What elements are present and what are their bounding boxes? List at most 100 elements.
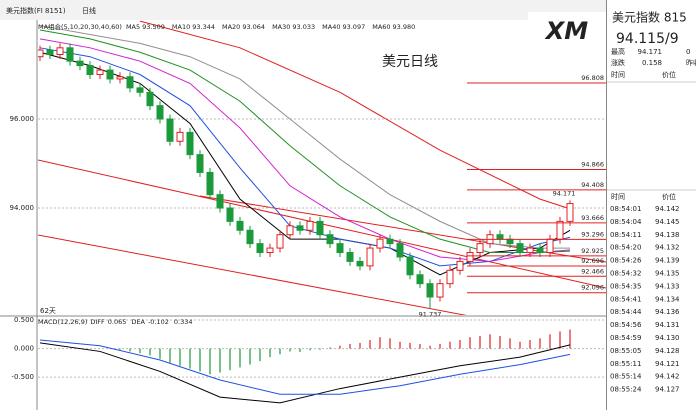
candle-body (216, 194, 224, 209)
legend-entry: MA40 (322, 23, 340, 31)
candle-body (556, 220, 564, 240)
legend-entry: MA30 (272, 23, 290, 31)
legend-entry: 0.334 (174, 318, 193, 326)
macd-line (39, 342, 571, 404)
logo-box (528, 12, 606, 50)
legend-entry: 93.509 (142, 23, 165, 31)
candle-body (276, 234, 284, 249)
candle-body (86, 65, 94, 76)
candle-body (516, 243, 524, 254)
legend-entry: MA10 (172, 23, 190, 31)
candle-body (436, 283, 444, 298)
level-label: 92.696 (581, 257, 604, 265)
tick-time: 08:54:32 (610, 270, 641, 278)
candle-body (426, 283, 434, 298)
candle-body (76, 60, 84, 67)
tick-price: 94.135 (655, 270, 680, 278)
level-label: 94.866 (581, 160, 604, 168)
quote-cell: 涨跌 (611, 58, 625, 67)
legend-entry: MA组合(5,10,20,30,40,60) (38, 22, 122, 31)
tick-price: 94.142 (655, 373, 680, 381)
candle-body (376, 238, 384, 249)
candle-body (356, 260, 364, 267)
candle-body (38, 49, 44, 58)
candle-body (316, 220, 324, 236)
tick-time: 08:54:01 (610, 205, 641, 213)
quote-price: 94.115/9 (616, 31, 679, 47)
main-plot (38, 20, 606, 309)
quote-panel: 最高94.1710涨跌0.158昨收时间价位时间价位08:54:0194.142… (607, 47, 696, 394)
candle-body (566, 203, 574, 222)
candle-body (116, 76, 124, 80)
level-label: 92.096 (581, 284, 604, 292)
candle-body (366, 247, 374, 267)
candle-body (266, 247, 274, 254)
tick-price: 94.133 (655, 282, 680, 290)
list-header: 时间 (611, 70, 625, 79)
y-tick-label: 0.500 (14, 316, 34, 324)
tick-time: 08:55:11 (610, 360, 641, 368)
quote-cell: 最高 (611, 47, 625, 56)
candle-body (186, 131, 194, 156)
candle-body (536, 247, 544, 254)
tick-time: 08:55:24 (610, 386, 642, 394)
ma-line (39, 47, 571, 267)
candle-body (226, 207, 234, 222)
candle-body (206, 171, 214, 196)
legend-entry: 93.344 (192, 23, 215, 31)
window-title: 美元指数(FI 8151) (6, 6, 66, 15)
candle-body (196, 154, 204, 173)
tick-price: 94.130 (655, 334, 680, 342)
candle-body (416, 274, 424, 285)
legend-entry: 93.980 (393, 23, 416, 31)
candle-body (296, 225, 304, 231)
tick-time: 08:54:11 (610, 231, 641, 239)
level-label: 96.808 (581, 74, 604, 82)
candle-body (346, 252, 354, 262)
candle-body (236, 220, 244, 231)
tick-price: 94.142 (655, 205, 680, 213)
logo: XM (544, 17, 589, 45)
candle-body (156, 105, 164, 120)
list-header: 价位 (662, 70, 676, 79)
candle-body (406, 256, 414, 276)
quote-cell: 昨收 (686, 58, 696, 67)
quote-cell: 0.158 (642, 59, 662, 67)
period[interactable]: 日线 (82, 6, 96, 15)
y-tick-label: 94.000 (10, 204, 35, 212)
high-label: 94.171 (553, 189, 576, 197)
chart-title: 美元日线 (382, 54, 438, 70)
quote-name: 美元指数 815 (612, 10, 687, 25)
tick-price: 94.139 (655, 257, 680, 265)
tick-price: 94.145 (655, 218, 680, 226)
legend-entry: DIFF (90, 318, 105, 326)
candle-body (126, 76, 134, 89)
ma-line (39, 29, 571, 254)
candle-body (256, 243, 264, 254)
trend-line (38, 234, 467, 315)
tick-price: 94.136 (655, 308, 680, 316)
list-header: 时间 (611, 192, 625, 201)
candle-body (106, 69, 114, 80)
range-label: 62天 (40, 307, 56, 315)
legend-entry: MA60 (372, 23, 390, 31)
candle-body (326, 234, 334, 245)
tick-time: 08:54:59 (610, 334, 641, 342)
tick-time: 08:54:41 (610, 295, 641, 303)
legend-entry: DEA (131, 318, 145, 326)
tick-price: 94.132 (655, 244, 680, 252)
level-label: 94.408 (581, 181, 604, 189)
tick-time: 08:54:04 (610, 218, 642, 226)
candle-body (446, 269, 454, 285)
candle-body (386, 238, 394, 245)
candle-body (466, 252, 474, 262)
tick-price: 94.127 (655, 386, 680, 394)
ma-line (139, 20, 571, 210)
tick-time: 08:55:05 (610, 347, 641, 355)
candle-body (56, 47, 64, 55)
legend-entry: -0.102 (148, 318, 169, 326)
quote-cell: 94.171 (638, 48, 663, 56)
level-label: 93.666 (581, 214, 604, 222)
candle-body (96, 69, 104, 76)
